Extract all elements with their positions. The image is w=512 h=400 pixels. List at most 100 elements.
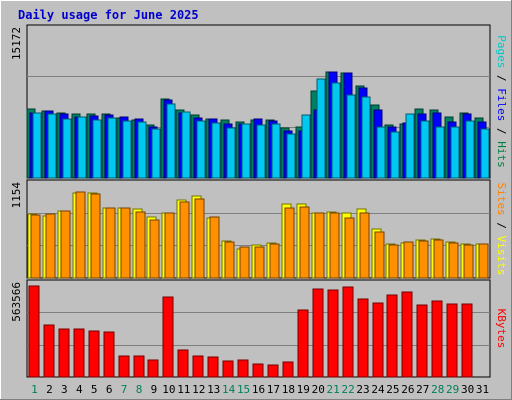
panel-visits-sites: 1154 Sites / Visits xyxy=(10,179,508,279)
legend-part: / xyxy=(495,68,508,88)
bar-sites-day-18 xyxy=(284,207,295,279)
x-tick-label: 17 xyxy=(267,383,280,396)
x-tick-label: 16 xyxy=(252,383,265,396)
bar-pages-day-2 xyxy=(47,113,57,179)
bar-sites-day-21 xyxy=(329,212,340,279)
x-tick-label: 20 xyxy=(312,383,325,396)
bar-pages-day-25 xyxy=(390,131,400,179)
bar-kbytes-day-17 xyxy=(267,364,279,378)
bar-pages-day-24 xyxy=(376,126,386,179)
bar-sites-day-25 xyxy=(388,244,399,279)
bar-kbytes-day-3 xyxy=(58,328,70,378)
x-tick-label: 18 xyxy=(282,383,295,396)
bar-pages-day-29 xyxy=(450,126,460,179)
bar-sites-day-30 xyxy=(463,244,474,279)
bar-sites-day-26 xyxy=(403,241,414,279)
bar-kbytes-day-10 xyxy=(162,296,174,378)
bar-kbytes-day-7 xyxy=(118,355,130,378)
bar-kbytes-day-6 xyxy=(103,331,115,378)
x-axis-ticks: 1 2 3 4 5 6 7 8 9 10 11 12 13 14 15 16 17 18 19 20 21 22 23 24 2… xyxy=(31,383,489,396)
x-tick-label: 1 xyxy=(31,383,38,396)
x-tick-label: 3 xyxy=(61,383,68,396)
bar-sites-day-29 xyxy=(448,242,459,279)
legend-part: Hits xyxy=(495,141,508,168)
bar-kbytes-day-16 xyxy=(252,363,264,378)
legend-visits-sites: Sites / Visits xyxy=(495,183,508,276)
bar-pages-day-13 xyxy=(211,122,221,179)
bar-sites-day-1 xyxy=(30,214,41,279)
x-tick-label: 10 xyxy=(162,383,175,396)
y-max-label: 1154 xyxy=(10,182,23,209)
legend-part: / xyxy=(495,216,508,236)
bar-sites-day-22 xyxy=(344,217,355,279)
legend-kbytes: KBytes xyxy=(495,309,508,349)
x-tick-label: 12 xyxy=(192,383,205,396)
bar-pages-day-23 xyxy=(361,96,371,179)
bar-kbytes-day-20 xyxy=(312,288,324,378)
x-tick-label: 29 xyxy=(446,383,459,396)
bar-kbytes-day-15 xyxy=(237,359,249,378)
bar-sites-day-6 xyxy=(105,207,116,279)
legend-part: KBytes xyxy=(495,309,508,349)
bar-pages-day-30 xyxy=(465,120,475,179)
series-sites xyxy=(30,191,489,279)
bar-sites-day-19 xyxy=(299,206,310,279)
bar-sites-day-28 xyxy=(433,239,444,279)
bar-kbytes-day-1 xyxy=(28,285,40,378)
bar-kbytes-day-14 xyxy=(222,360,234,378)
bar-pages-day-12 xyxy=(196,120,206,179)
bar-sites-day-16 xyxy=(254,246,265,279)
x-tick-label: 24 xyxy=(371,383,385,396)
legend-part: Visits xyxy=(495,236,508,276)
bar-kbytes-day-30 xyxy=(461,303,473,378)
x-tick-label: 2 xyxy=(46,383,53,396)
x-tick-label: 4 xyxy=(76,383,83,396)
bar-pages-day-14 xyxy=(226,127,236,179)
bar-sites-day-2 xyxy=(45,213,56,279)
x-tick-label: 6 xyxy=(106,383,113,396)
legend-part: Files xyxy=(495,88,508,121)
bar-pages-day-10 xyxy=(166,103,176,179)
bar-sites-day-20 xyxy=(314,212,325,279)
bar-pages-day-5 xyxy=(92,119,102,179)
x-tick-label: 9 xyxy=(151,383,158,396)
bar-sites-day-11 xyxy=(179,201,190,279)
bar-sites-day-14 xyxy=(224,241,235,279)
bar-sites-day-3 xyxy=(60,210,71,279)
chart-panels: 15172 Pages / Files / Hits 1154 Sites / Vis… xyxy=(10,24,508,378)
bar-pages-day-15 xyxy=(241,123,251,179)
bar-sites-day-4 xyxy=(75,191,86,279)
bar-pages-day-26 xyxy=(405,113,415,179)
bar-pages-day-20 xyxy=(316,78,326,179)
bar-pages-day-27 xyxy=(420,120,430,179)
bar-pages-day-28 xyxy=(435,126,445,179)
bar-sites-day-23 xyxy=(359,212,370,279)
series-kbytes xyxy=(28,285,473,378)
x-tick-label: 23 xyxy=(356,383,369,396)
bar-sites-day-17 xyxy=(269,243,280,279)
bar-kbytes-day-8 xyxy=(133,355,145,378)
bar-kbytes-day-2 xyxy=(43,324,55,378)
x-tick-label: 19 xyxy=(297,383,310,396)
legend-hits-files-pages: Pages / Files / Hits xyxy=(495,35,508,168)
bar-sites-day-31 xyxy=(478,243,489,279)
legend-part: / xyxy=(495,121,508,141)
x-tick-label: 27 xyxy=(416,383,429,396)
x-tick-label: 7 xyxy=(121,383,128,396)
bar-kbytes-day-29 xyxy=(446,303,458,378)
x-tick-label: 8 xyxy=(136,383,143,396)
bar-sites-day-9 xyxy=(149,219,160,279)
bar-sites-day-13 xyxy=(209,216,220,279)
x-tick-label: 14 xyxy=(222,383,236,396)
bar-kbytes-day-27 xyxy=(416,304,428,378)
bar-sites-day-8 xyxy=(135,211,146,279)
bar-kbytes-day-18 xyxy=(282,361,294,378)
bar-kbytes-day-25 xyxy=(386,294,398,378)
bar-sites-day-27 xyxy=(418,240,429,279)
bar-pages-day-16 xyxy=(256,124,266,179)
x-tick-label: 5 xyxy=(91,383,98,396)
x-tick-label: 13 xyxy=(207,383,220,396)
x-tick-label: 11 xyxy=(177,383,190,396)
series-pages xyxy=(32,78,490,179)
bar-pages-day-3 xyxy=(62,118,72,179)
